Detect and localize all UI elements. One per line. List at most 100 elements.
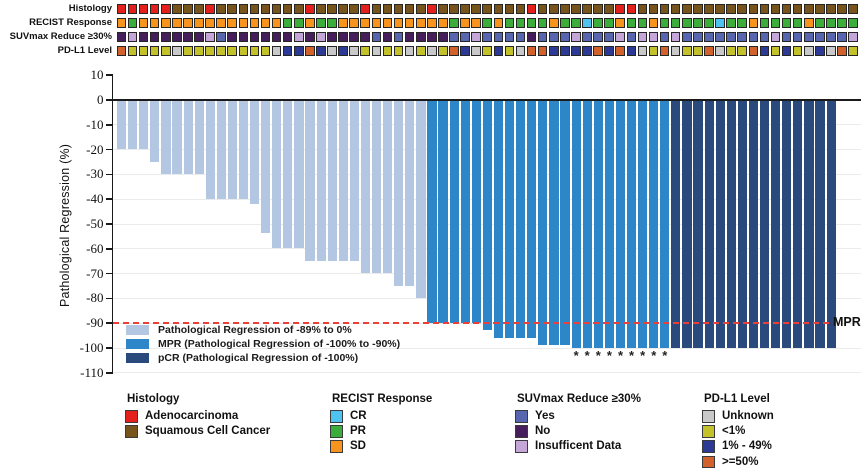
legend-swatch: [125, 425, 138, 438]
suvmax-reduce-cell: [460, 32, 470, 42]
suvmax-reduce-cell: [593, 32, 603, 42]
pdl1-level-cell: [648, 46, 659, 56]
histology-cell: [826, 4, 836, 14]
recist-response-cell: [560, 18, 570, 28]
pdl1-level-cell: [460, 46, 470, 56]
recist-response-cell: [127, 18, 138, 28]
suvmax-reduce-cell: [504, 32, 515, 42]
suvmax-reduce-cell: [172, 32, 182, 42]
histology-cell: [759, 4, 770, 14]
legend-item-label: 1% - 49%: [722, 440, 772, 453]
waterfall-bar: [826, 101, 836, 348]
histology-cell: [260, 4, 271, 14]
recist-response-cell: [427, 18, 437, 28]
chart-legend-label: Pathological Regression of -89% to 0%: [158, 323, 352, 336]
suvmax-reduce-cell: [726, 32, 736, 42]
chart-legend-swatch: [126, 338, 149, 349]
pdl1-level-cell: [482, 46, 493, 56]
legend-item-label: SD: [350, 440, 366, 453]
histology-cell: [493, 4, 504, 14]
pdl1-level-cell: [371, 46, 382, 56]
suvmax-reduce-cell: [415, 32, 426, 42]
suvmax-reduce-cell: [748, 32, 759, 42]
suvmax-reduce-cell: [837, 32, 847, 42]
suvmax-reduce-cell: [316, 32, 326, 42]
histology-cell: [183, 4, 193, 14]
pdl1-level-cell: [748, 46, 759, 56]
pdl1-level-cell: [704, 46, 714, 56]
pdl1-level-cell: [770, 46, 781, 56]
pdl1-level-cell: [560, 46, 570, 56]
y-tick: [105, 272, 112, 275]
recist-response-cell: [482, 18, 493, 28]
legend-item-label: Yes: [535, 410, 555, 422]
histology-cell: [271, 4, 282, 14]
waterfall-bar: [715, 101, 725, 348]
suvmax-reduce-cell: [626, 32, 637, 42]
suvmax-reduce-cell: [160, 32, 171, 42]
waterfall-bar: [737, 101, 747, 348]
pdl1-level-cell: [737, 46, 747, 56]
pdl1-level-cell: [227, 46, 238, 56]
waterfall-bar: [338, 101, 348, 261]
histology-cell: [293, 4, 304, 14]
pdl1-level-cell: [837, 46, 847, 56]
waterfall-bar: [416, 101, 426, 298]
histology-cell: [582, 4, 592, 14]
waterfall-bar: [626, 101, 637, 348]
y-tick: [105, 148, 112, 151]
waterfall-bar: [505, 101, 515, 338]
pdl1-level-cell: [349, 46, 359, 56]
histology-cell: [726, 4, 736, 14]
recist-response-cell: [770, 18, 781, 28]
y-tick-label: -50: [86, 216, 104, 231]
suvmax-reduce-cell: [670, 32, 681, 42]
suvmax-reduce-cell: [438, 32, 448, 42]
histology-cell: [149, 4, 160, 14]
waterfall-bar: [560, 101, 570, 346]
pdl1-level-cell: [338, 46, 348, 56]
waterfall-bar: [405, 101, 415, 286]
recist-response-cell: [593, 18, 603, 28]
histology-cell: [504, 4, 515, 14]
pdl1-level-cell: [848, 46, 858, 56]
histology-cell: [427, 4, 437, 14]
chart-legend-swatch: [126, 352, 149, 363]
recist-response-cell: [172, 18, 182, 28]
recist-response-cell: [471, 18, 481, 28]
suvmax-reduce-cell: [293, 32, 304, 42]
waterfall-bar: [815, 101, 825, 348]
suvmax-reduce-cell: [249, 32, 260, 42]
recist-response-cell: [205, 18, 215, 28]
recist-response-cell: [449, 18, 459, 28]
recist-response-cell: [404, 18, 415, 28]
suvmax-reduce-cell: [571, 32, 581, 42]
legend-swatch: [515, 410, 528, 423]
asterisk-marker: *: [573, 348, 579, 363]
recist-response-cell: [826, 18, 836, 28]
chart-legend-swatch: [126, 324, 149, 335]
y-tick: [105, 99, 112, 101]
y-tick: [105, 74, 112, 76]
zero-baseline: [111, 99, 861, 101]
waterfall-bar: [682, 101, 692, 348]
waterfall-bar: [383, 101, 393, 274]
y-tick: [105, 297, 112, 300]
y-tick-label: -110: [80, 364, 104, 380]
suvmax-reduce-cell: [781, 32, 792, 42]
recist-response-cell: [626, 18, 637, 28]
recist-response-cell: [759, 18, 770, 28]
pdl1-level-cell: [271, 46, 282, 56]
recist-response-cell: [438, 18, 448, 28]
recist-response-cell: [615, 18, 626, 28]
pdl1-level-cell: [826, 46, 836, 56]
suvmax-reduce-cell: [560, 32, 570, 42]
histology-cell: [681, 4, 692, 14]
histology-cell: [116, 4, 127, 14]
legend-swatch: [330, 410, 343, 423]
waterfall-bar: [360, 101, 371, 274]
recist-response-cell: [548, 18, 559, 28]
y-tick-label: -80: [86, 290, 104, 306]
waterfall-bar: [305, 101, 315, 261]
suvmax-reduce-cell: [183, 32, 193, 42]
